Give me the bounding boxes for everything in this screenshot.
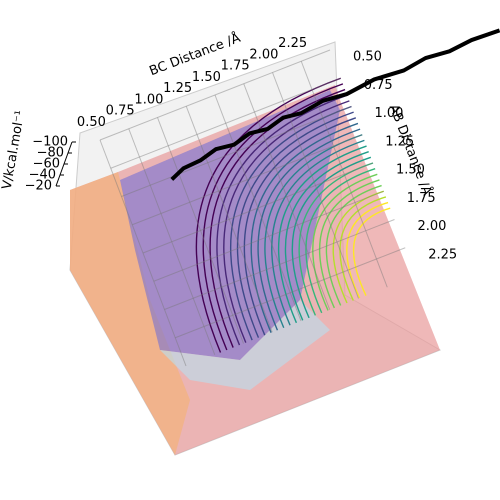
grid-line — [214, 94, 302, 322]
contour-line — [230, 105, 352, 341]
grid-line — [110, 77, 341, 169]
z-tick-label: −80 — [37, 146, 64, 161]
surface-face — [70, 172, 190, 455]
grid-line — [243, 83, 331, 310]
contour-line — [257, 128, 361, 331]
grid-line — [272, 72, 359, 299]
grid-line — [121, 106, 352, 197]
contour-line — [291, 156, 372, 319]
contour-line — [305, 167, 376, 314]
contour-line — [271, 139, 365, 326]
y-tick-label: 0.50 — [353, 50, 382, 65]
grid-line — [142, 162, 374, 254]
contour-line — [339, 196, 387, 301]
y-tick-label: 1.50 — [396, 163, 425, 178]
contour-line — [298, 162, 374, 316]
x-tick-label: 1.50 — [192, 70, 221, 85]
trajectory-line — [170, 28, 500, 181]
contour-line — [312, 173, 378, 311]
x-tick-label: 1.25 — [163, 81, 192, 96]
contour-line — [318, 179, 380, 309]
x-tick-label: 2.00 — [249, 47, 278, 62]
contour-line — [195, 77, 341, 353]
contour-line — [209, 88, 346, 348]
contour-line — [250, 122, 359, 333]
surface-face — [160, 300, 330, 390]
y-tick-label: 2.00 — [418, 219, 447, 234]
grid-line — [185, 106, 273, 333]
contour-line — [223, 100, 350, 343]
contour-line — [352, 207, 391, 296]
grid-line — [153, 190, 384, 282]
y-tick-label: 2.25 — [428, 247, 457, 262]
x-tick-label: 0.75 — [106, 104, 135, 119]
contour-line — [216, 94, 348, 346]
y-tick-label: 1.75 — [407, 191, 436, 206]
y-tick-label: 1.25 — [385, 134, 414, 149]
contour-line — [202, 83, 344, 351]
x-tick-label: 2.25 — [278, 36, 307, 51]
grid-line — [99, 49, 331, 141]
contour-line — [284, 151, 369, 321]
contour-line — [346, 201, 389, 299]
z-tick-label: −60 — [33, 157, 60, 172]
grid-line — [99, 139, 187, 367]
contour-line — [325, 184, 382, 306]
grid-line — [128, 128, 216, 355]
surface — [70, 77, 440, 455]
contour-line — [236, 111, 354, 338]
grid-line — [132, 134, 363, 226]
z-tick-label: −40 — [29, 168, 56, 183]
grid-line — [157, 117, 244, 344]
grid-line — [300, 61, 388, 288]
contour-line — [332, 190, 384, 304]
z-tick-label: −100 — [32, 135, 68, 150]
grid-line — [175, 247, 406, 339]
contour-line — [264, 134, 363, 329]
x-tick-label: 1.75 — [221, 59, 250, 74]
z-tick-label: −20 — [25, 179, 52, 194]
contour-line — [243, 117, 357, 336]
x-tick-label: 1.00 — [134, 92, 163, 107]
grid-line — [164, 219, 395, 310]
y-tick-label: 1.00 — [375, 106, 404, 121]
contour-line — [277, 145, 367, 324]
x-tick-label: 0.50 — [77, 115, 106, 130]
